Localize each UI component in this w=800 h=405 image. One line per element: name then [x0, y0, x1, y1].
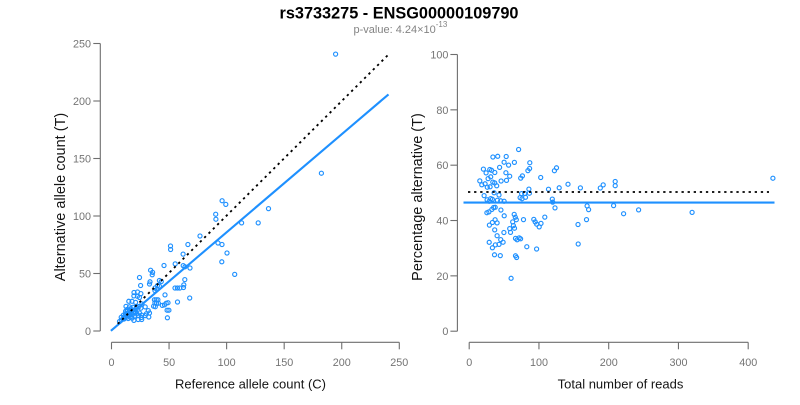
- svg-text:100: 100: [218, 357, 236, 369]
- svg-text:Reference allele count (C): Reference allele count (C): [175, 376, 326, 391]
- svg-text:Total number of reads: Total number of reads: [558, 376, 684, 391]
- svg-text:200: 200: [333, 357, 351, 369]
- svg-text:50: 50: [163, 357, 175, 369]
- svg-text:250: 250: [73, 39, 91, 51]
- svg-text:200: 200: [73, 96, 91, 108]
- svg-text:50: 50: [79, 269, 91, 281]
- svg-text:0: 0: [85, 326, 91, 338]
- svg-text:250: 250: [390, 357, 408, 369]
- svg-text:150: 150: [275, 357, 293, 369]
- svg-text:Alternative allele count (T): Alternative allele count (T): [53, 113, 69, 281]
- svg-text:100: 100: [530, 357, 548, 369]
- svg-text:200: 200: [600, 357, 618, 369]
- svg-text:80: 80: [436, 105, 448, 117]
- svg-text:Percentage alternative (T): Percentage alternative (T): [410, 113, 426, 281]
- svg-text:rs3733275 - ENSG00000109790: rs3733275 - ENSG00000109790: [280, 5, 519, 23]
- svg-text:60: 60: [436, 160, 448, 172]
- svg-text:p-value: 4.24×10-13: p-value: 4.24×10-13: [354, 20, 448, 36]
- svg-text:100: 100: [73, 211, 91, 223]
- svg-text:100: 100: [430, 50, 448, 62]
- svg-text:0: 0: [466, 357, 472, 369]
- svg-text:150: 150: [73, 154, 91, 166]
- svg-text:0: 0: [108, 357, 114, 369]
- svg-text:0: 0: [442, 326, 448, 338]
- svg-text:20: 20: [436, 271, 448, 283]
- svg-text:300: 300: [669, 357, 687, 369]
- svg-text:400: 400: [739, 357, 757, 369]
- svg-text:40: 40: [436, 216, 448, 228]
